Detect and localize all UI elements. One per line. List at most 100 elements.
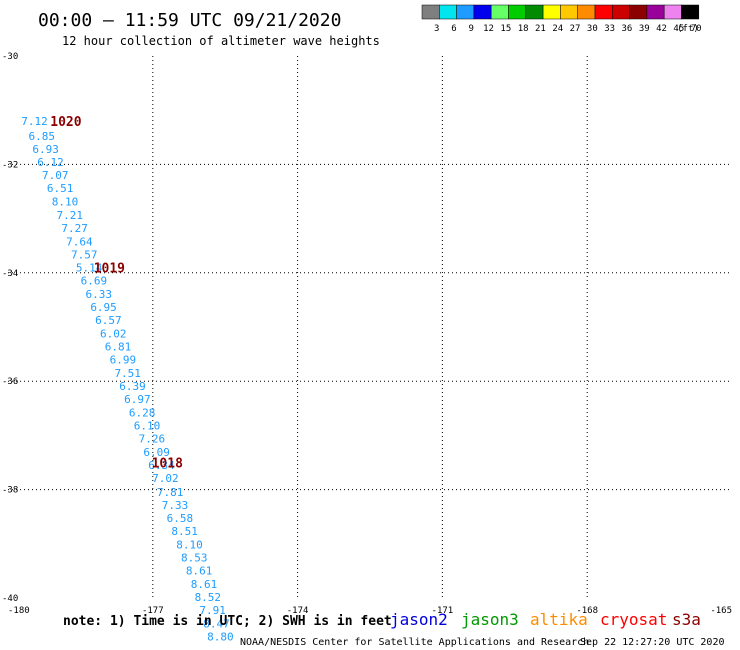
y-tick-label: -38	[2, 486, 18, 496]
scale-label: 45	[673, 24, 684, 34]
wave-height-label: 6.02	[100, 328, 127, 341]
scale-label: 70	[691, 24, 702, 34]
scale-label: 21	[535, 24, 546, 34]
wave-height-label: 6.51	[47, 182, 74, 195]
scale-swatch	[473, 4, 492, 20]
scale-swatch	[421, 4, 440, 20]
wave-height-label: 6.28	[129, 407, 156, 420]
scale-swatch	[439, 4, 457, 20]
scale-label: 12	[483, 24, 494, 34]
scale-label: 9	[469, 24, 474, 34]
x-tick-label: -165	[710, 606, 732, 616]
wave-height-label: 6.93	[32, 143, 59, 156]
wave-height-label: 7.81	[157, 486, 184, 499]
wave-height-label: 6.09	[143, 446, 170, 459]
scale-swatch	[629, 4, 648, 20]
scale-label: 39	[639, 24, 650, 34]
wave-height-label: 8.61	[191, 578, 218, 591]
wave-height-label: 7.33	[162, 499, 189, 512]
wave-height-label: 6.99	[110, 354, 137, 367]
y-tick-label: -40	[2, 594, 18, 604]
wave-height-label: 6.39	[119, 380, 146, 393]
scale-label: 6	[451, 24, 456, 34]
scale-swatch	[542, 4, 561, 20]
satellite-legend-item: jason2	[390, 610, 448, 629]
wave-height-label: 6.33	[85, 288, 112, 301]
y-tick-label: -32	[2, 160, 18, 170]
x-tick-label: -174	[287, 606, 309, 616]
satellite-legend-item: s3a	[672, 610, 701, 629]
wave-height-label: 7.91	[199, 604, 226, 617]
wave-height-label: 6.97	[124, 393, 151, 406]
scale-swatch	[456, 4, 475, 20]
wave-height-label: 8.53	[181, 551, 208, 564]
wave-height-label: 6.69	[81, 274, 108, 287]
x-tick-label: -177	[142, 606, 164, 616]
wave-height-label: 7.64	[66, 235, 93, 248]
scale-label: 33	[604, 24, 615, 34]
scale-label: 3	[434, 24, 439, 34]
wave-height-label: 5.14	[76, 261, 103, 274]
wave-height-label: 8.10	[176, 538, 203, 551]
scale-label: 27	[570, 24, 581, 34]
wave-height-label: 6.81	[105, 341, 132, 354]
scale-label: 42	[656, 24, 667, 34]
x-tick-label: -168	[576, 606, 598, 616]
wave-height-label: 6.10	[134, 420, 161, 433]
x-tick-label: -180	[8, 606, 30, 616]
wave-height-label: 8.51	[171, 525, 198, 538]
wave-height-label: 8.61	[186, 564, 213, 577]
satellite-legend: jason2 jason3 altika cryosat s3a	[390, 610, 701, 629]
scale-swatch	[577, 4, 596, 20]
y-tick-label: -34	[2, 269, 18, 279]
satellite-legend-item: cryosat	[600, 610, 667, 629]
wave-height-label: 6.34	[148, 459, 175, 472]
scale-swatch	[681, 4, 700, 20]
x-tick-label: -171	[432, 606, 454, 616]
satellite-legend-item: altika	[530, 610, 588, 629]
color-scale: 3 6 9 12 15 18 21 24 27 30 33 36 39 42 45 70(ft)	[421, 4, 702, 34]
scale-swatch	[560, 4, 578, 20]
scale-label: 15	[500, 24, 511, 34]
pressure-label: 1019	[94, 261, 125, 276]
scale-swatch	[594, 4, 613, 20]
wave-height-label: 7.02	[152, 472, 179, 485]
scale-label: 36	[622, 24, 633, 34]
chart-subtitle: 12 hour collection of altimeter wave hei…	[62, 34, 380, 48]
scale-swatch	[490, 4, 509, 20]
wave-height-label: 6.57	[95, 314, 122, 327]
scale-label: 18	[518, 24, 529, 34]
wave-height-label: 7.27	[61, 222, 88, 235]
scale-swatch	[663, 4, 682, 20]
scale-swatch	[612, 4, 630, 20]
wave-height-label: 7.21	[57, 209, 84, 222]
wave-height-label: 7.12	[21, 115, 48, 128]
wave-height-label: 6.95	[90, 301, 117, 314]
scale-swatch	[508, 4, 527, 20]
plot-area: -180 -177 -174 -171 -168 -165 -30 -32 -34 -36 -38 -…	[2, 52, 732, 643]
wave-height-label: 7.07	[42, 169, 69, 182]
scale-label: 24	[552, 24, 563, 34]
wave-height-label: 7.57	[71, 248, 98, 261]
wave-height-label: 6.85	[29, 130, 56, 143]
scale-swatch	[646, 4, 665, 20]
scale-swatch	[525, 4, 544, 20]
satellite-legend-item: jason3	[461, 610, 519, 629]
y-tick-label: -30	[2, 52, 18, 62]
wave-height-label: 8.47	[203, 617, 230, 630]
wave-height-label: 6.58	[167, 512, 194, 525]
wave-height-label: 7.26	[139, 433, 166, 446]
scale-label: 30	[587, 24, 598, 34]
wave-height-label: 8.52	[195, 591, 222, 604]
wave-height-label: 7.51	[114, 367, 141, 380]
wave-height-label: 8.80	[207, 630, 234, 643]
wave-height-label: 8.10	[52, 195, 79, 208]
scale-unit: (ft)	[677, 24, 699, 34]
pressure-label: 1020	[50, 115, 81, 130]
y-tick-label: -36	[2, 377, 18, 387]
wave-height-label: 6.12	[37, 156, 64, 169]
footer-note: note: 1) Time is in UTC; 2) SWH is in fe…	[63, 614, 392, 629]
footer-credit: NOAA/NESDIS Center for Satellite Applica…	[240, 637, 589, 648]
footer-timestamp: Sep 22 12:27:20 UTC 2020	[580, 637, 725, 648]
